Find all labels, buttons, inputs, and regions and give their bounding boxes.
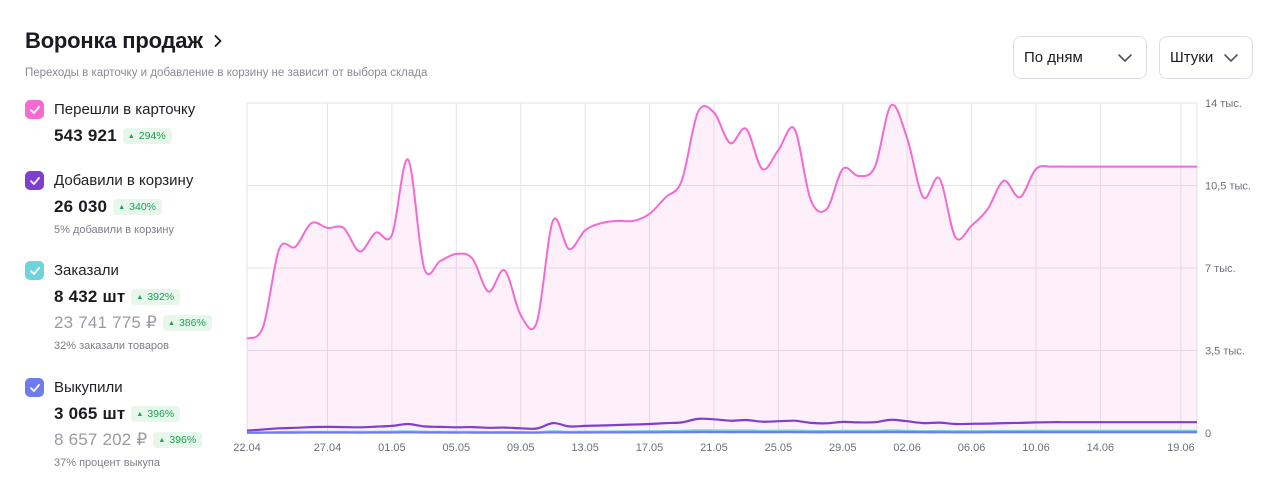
metric-card-buyouts: Выкупили 3 065 шт ▲ 396% 8 657 202 ₽ ▲ 396… (25, 378, 235, 469)
metric-card-orders: Заказали 8 432 шт ▲ 392% 23 741 775 ₽ ▲ 38… (25, 261, 235, 352)
x-tick-label: 25.05 (765, 442, 793, 454)
metric-note: 37% процент выкупа (54, 457, 160, 469)
metric-value: 543 921 (54, 126, 117, 145)
chevron-down-icon (1222, 49, 1240, 67)
x-tick-label: 06.06 (958, 442, 986, 454)
metric-toggle-views[interactable]: Перешли в карточку (25, 100, 235, 119)
series-area-0 (247, 104, 1197, 433)
x-tick-label: 01.05 (378, 442, 406, 454)
y-tick-label: 3,5 тыс. (1205, 346, 1245, 358)
change-badge: ▲ 340% (113, 199, 162, 215)
y-tick-label: 14 тыс. (1205, 98, 1242, 110)
units-select[interactable]: Штуки (1159, 36, 1253, 79)
metric-label: Перешли в карточку (54, 101, 196, 118)
change-value: 386% (178, 317, 206, 329)
x-tick-label: 22.04 (233, 442, 261, 454)
series-line-1 (246, 417, 1197, 432)
x-tick-label: 14.06 (1087, 442, 1115, 454)
x-tick-label: 29.05 (829, 442, 857, 454)
arrow-up-icon: ▲ (168, 319, 175, 327)
series-line-0 (246, 103, 1197, 340)
arrow-up-icon: ▲ (127, 132, 135, 140)
series-line-3 (246, 430, 1197, 434)
metric-value-rub: 8 657 202 ₽ (54, 430, 148, 449)
metric-toggle-cart[interactable]: Добавили в корзину (25, 171, 235, 190)
chevron-down-icon (1116, 49, 1134, 67)
y-tick-label: 7 тыс. (1205, 263, 1236, 275)
page-subtitle: Переходы в карточку и добавление в корзи… (25, 67, 428, 79)
change-badge: ▲ 294% (122, 128, 172, 144)
metric-value: 3 065 шт (54, 404, 126, 423)
x-tick-label: 05.05 (443, 442, 471, 454)
period-select[interactable]: По дням (1013, 36, 1147, 79)
checkbox-icon[interactable] (25, 261, 44, 280)
change-value: 340% (129, 201, 156, 213)
arrow-up-icon: ▲ (118, 203, 126, 211)
metric-label: Заказали (54, 262, 119, 279)
change-badge: ▲ 386% (163, 315, 212, 331)
units-select-value: Штуки (1170, 49, 1214, 66)
x-tick-label: 21.05 (700, 442, 728, 454)
metric-value-rub: 23 741 775 ₽ (54, 313, 158, 332)
page-title: Воронка продаж (25, 28, 203, 53)
x-tick-label: 17.05 (636, 442, 664, 454)
arrow-up-icon: ▲ (136, 293, 144, 301)
x-tick-label: 19.06 (1167, 442, 1195, 454)
change-badge: ▲ 396% (131, 406, 181, 422)
metric-card-cart: Добавили в корзину 26 030 ▲ 340% 5% добав… (25, 171, 235, 236)
checkbox-icon[interactable] (25, 171, 44, 190)
chart-controls: По дням Штуки (1013, 36, 1253, 79)
metric-toggle-buyouts[interactable]: Выкупили (25, 378, 235, 397)
header: Воронка продаж Переходы в карточку и доб… (25, 28, 427, 79)
arrow-up-icon: ▲ (158, 436, 166, 444)
x-tick-label: 13.05 (571, 442, 599, 454)
y-tick-label: 0 (1205, 428, 1211, 440)
change-value: 396% (147, 408, 175, 420)
y-tick-label: 10,5 тыс. (1205, 181, 1251, 193)
metric-value: 26 030 (54, 197, 108, 216)
x-tick-label: 10.06 (1022, 442, 1050, 454)
period-select-value: По дням (1024, 49, 1083, 66)
checkbox-icon[interactable] (25, 100, 44, 119)
x-tick-label: 02.06 (893, 442, 921, 454)
x-tick-label: 09.05 (507, 442, 535, 454)
metric-label: Выкупили (54, 379, 123, 396)
metric-label: Добавили в корзину (54, 172, 194, 189)
arrow-up-icon: ▲ (136, 410, 144, 418)
x-tick-label: 27.04 (314, 442, 342, 454)
checkbox-icon[interactable] (25, 378, 44, 397)
metric-note: 32% заказали товаров (54, 340, 170, 352)
metric-value: 8 432 шт (54, 287, 126, 306)
metric-toggle-orders[interactable]: Заказали (25, 261, 235, 280)
change-badge: ▲ 396% (153, 432, 203, 448)
chevron-right-icon (211, 34, 225, 48)
change-value: 294% (138, 130, 166, 142)
change-value: 392% (147, 291, 175, 303)
metric-card-views: Перешли в карточку 543 921 ▲ 294% (25, 100, 235, 146)
change-badge: ▲ 392% (131, 289, 181, 305)
change-value: 396% (169, 434, 197, 446)
title-link[interactable]: Воронка продаж (25, 28, 427, 54)
metric-note: 5% добавили в корзину (54, 224, 174, 236)
